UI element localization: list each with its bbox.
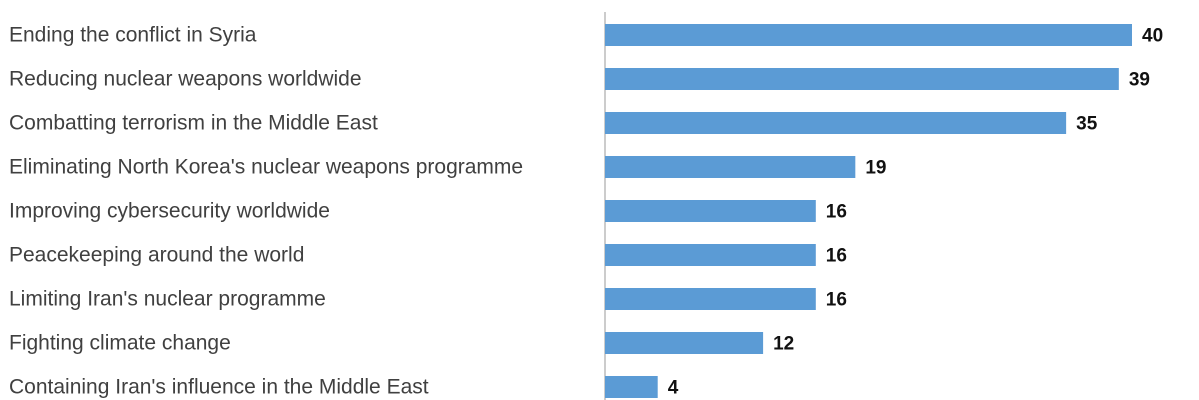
value-label: 39 (1129, 70, 1150, 91)
category-label: Peacekeeping around the world (9, 244, 304, 267)
bar (605, 24, 1132, 46)
value-label: 40 (1142, 26, 1163, 47)
value-label: 16 (826, 246, 847, 267)
category-label: Improving cybersecurity worldwide (9, 200, 330, 223)
category-label: Reducing nuclear weapons worldwide (9, 68, 362, 91)
category-labels: Ending the conflict in Syria Reducing nuc… (9, 24, 523, 399)
value-label: 16 (826, 290, 847, 311)
bar (605, 156, 855, 178)
value-label: 16 (826, 202, 847, 223)
bar (605, 68, 1119, 90)
bar (605, 288, 816, 310)
category-label: Combatting terrorism in the Middle East (9, 112, 378, 135)
category-label: Eliminating North Korea's nuclear weapon… (9, 156, 523, 179)
category-label: Ending the conflict in Syria (9, 24, 257, 47)
bar (605, 200, 816, 222)
bar (605, 244, 816, 266)
value-label: 19 (865, 158, 886, 179)
category-label: Limiting Iran's nuclear programme (9, 288, 326, 311)
bar (605, 376, 658, 398)
bar (605, 112, 1066, 134)
value-label: 12 (773, 334, 794, 355)
bars (605, 24, 1132, 398)
bar (605, 332, 763, 354)
category-label: Containing Iran's influence in the Middl… (9, 376, 429, 399)
category-label: Fighting climate change (9, 332, 231, 355)
value-label: 4 (668, 378, 679, 399)
value-label: 35 (1076, 114, 1098, 135)
